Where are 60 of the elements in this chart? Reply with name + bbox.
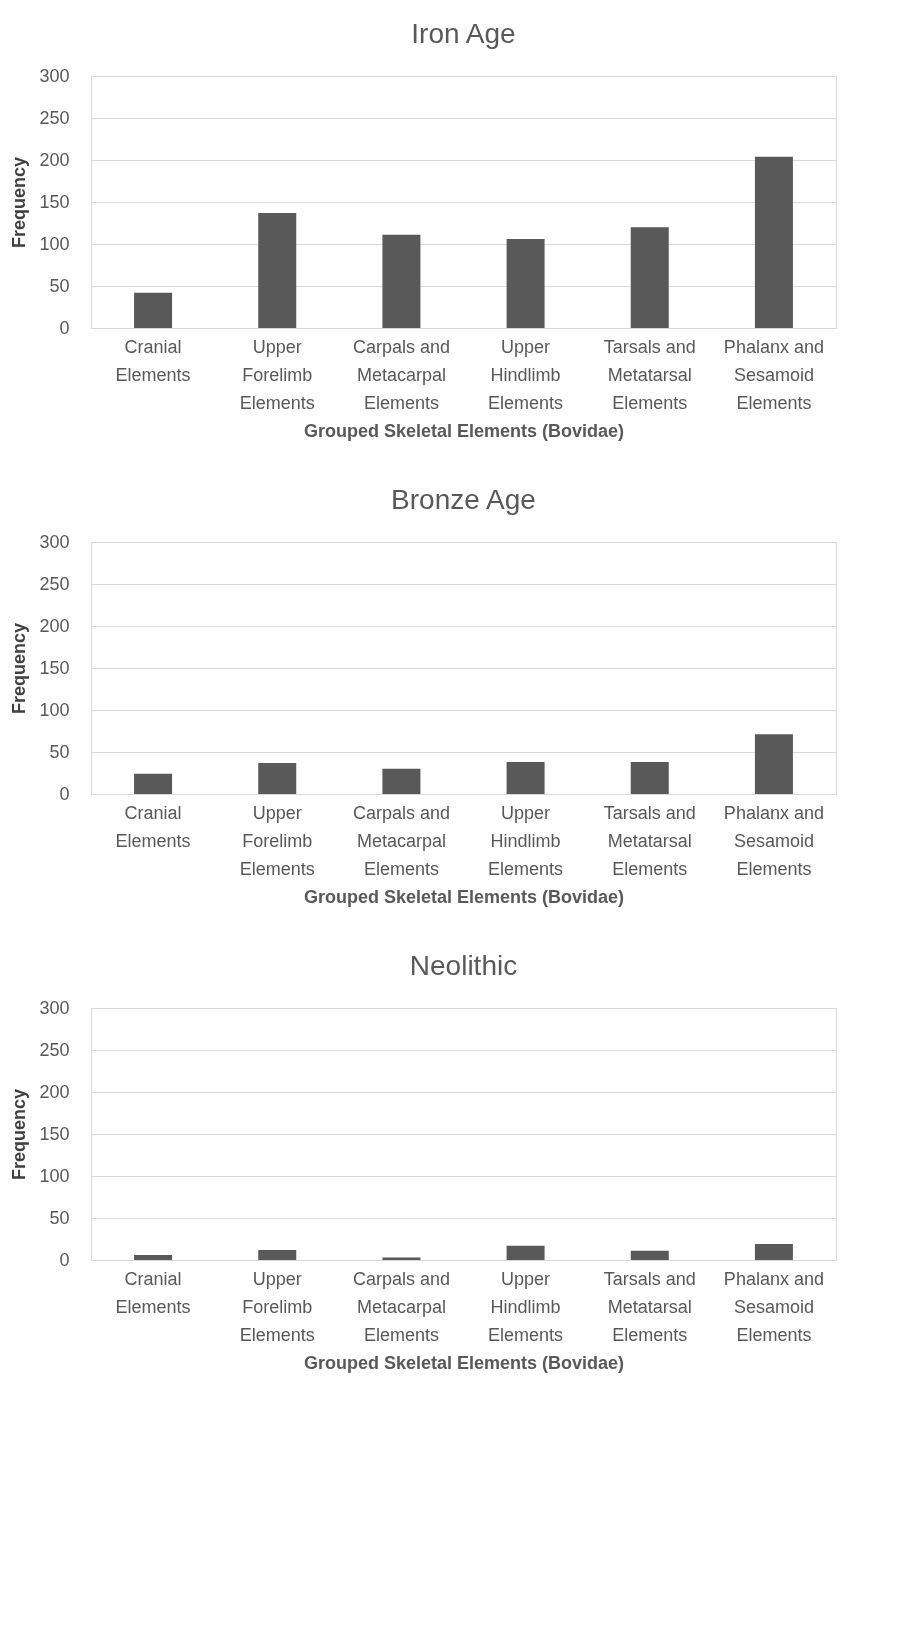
x-tick-label: Carpals and Metacarpal Elements <box>352 336 450 413</box>
x-tick-label: Phalanx and Sesamoid Elements <box>723 802 824 879</box>
chart-title: Iron Age <box>411 18 516 49</box>
y-tick-label: 150 <box>39 1123 70 1144</box>
x-tick-label: Carpals and Metacarpal Elements <box>352 802 450 879</box>
y-tick-label: 150 <box>39 657 70 678</box>
bar <box>382 768 421 794</box>
y-tick-label: 250 <box>39 107 70 128</box>
x-tick-label: Tarsals and Metatarsal Elements <box>603 802 696 879</box>
x-axis-title: Grouped Skeletal Elements (Bovidae) <box>303 1352 625 1373</box>
y-tick-label: 100 <box>39 233 70 254</box>
x-tick-label: Phalanx and Sesamoid Elements <box>723 1268 824 1345</box>
x-tick-label: Upper Hindlimb Elements <box>488 336 564 413</box>
bar <box>382 234 421 328</box>
y-tick-label: 300 <box>39 997 70 1018</box>
x-axis-title: Grouped Skeletal Elements (Bovidae) <box>303 886 625 907</box>
bar <box>754 734 793 794</box>
y-tick-label: 0 <box>59 317 70 338</box>
x-axis-title: Grouped Skeletal Elements (Bovidae) <box>303 420 625 441</box>
bar <box>134 292 173 328</box>
y-axis-title: Frequency <box>9 1088 30 1181</box>
y-axis-title: Frequency <box>9 622 30 715</box>
x-tick-label: Carpals and Metacarpal Elements <box>352 1268 450 1345</box>
y-tick-label: 200 <box>39 615 70 636</box>
x-tick-label: Tarsals and Metatarsal Elements <box>603 336 696 413</box>
y-tick-label: 50 <box>49 275 70 296</box>
x-tick-label: Upper Hindlimb Elements <box>488 1268 564 1345</box>
x-tick-label: Upper Hindlimb Elements <box>488 802 564 879</box>
x-tick-label: Phalanx and Sesamoid Elements <box>723 336 824 413</box>
x-tick-label: Upper Forelimb Elements <box>239 802 315 879</box>
bar <box>258 212 297 328</box>
x-tick-label: Cranial Elements <box>115 336 191 385</box>
bar <box>630 227 669 328</box>
y-tick-label: 250 <box>39 573 70 594</box>
y-tick-label: 150 <box>39 191 70 212</box>
y-tick-label: 0 <box>59 1249 70 1270</box>
y-tick-label: 0 <box>59 783 70 804</box>
bar <box>506 238 545 328</box>
y-tick-label: 200 <box>39 149 70 170</box>
y-tick-label: 100 <box>39 699 70 720</box>
bar <box>258 762 297 794</box>
x-tick-label: Tarsals and Metatarsal Elements <box>603 1268 696 1345</box>
x-tick-label: Cranial Elements <box>115 802 191 851</box>
bar <box>134 773 173 794</box>
y-axis-title: Frequency <box>9 156 30 249</box>
x-tick-label: Cranial Elements <box>115 1268 191 1317</box>
bar <box>630 762 669 794</box>
bar <box>506 762 545 794</box>
y-tick-label: 200 <box>39 1081 70 1102</box>
y-tick-label: 250 <box>39 1039 70 1060</box>
chart-title: Neolithic <box>409 950 518 981</box>
bar <box>754 156 793 328</box>
y-tick-label: 50 <box>49 1207 70 1228</box>
x-tick-label: Upper Forelimb Elements <box>239 1268 315 1345</box>
y-tick-label: 300 <box>39 531 70 552</box>
chart-title: Bronze Age <box>391 484 536 515</box>
y-tick-label: 100 <box>39 1165 70 1186</box>
y-tick-label: 300 <box>39 65 70 86</box>
x-tick-label: Upper Forelimb Elements <box>239 336 315 413</box>
y-tick-label: 50 <box>49 741 70 762</box>
